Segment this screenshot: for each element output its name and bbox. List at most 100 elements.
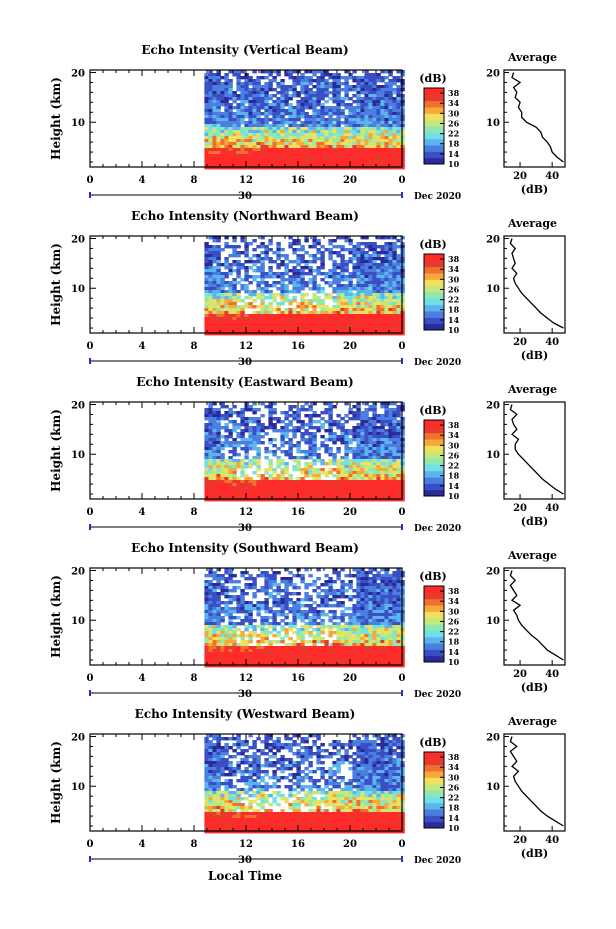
heatmap-cell: [392, 245, 397, 249]
heatmap-cell: [324, 166, 329, 170]
heatmap-cell: [360, 76, 365, 80]
heatmap-cell: [292, 248, 297, 252]
heatmap-cell: [264, 329, 269, 333]
heatmap-cell: [380, 471, 385, 475]
heatmap-cell: [224, 441, 229, 445]
heatmap-cell: [392, 498, 397, 502]
heatmap-cell: [364, 115, 369, 119]
heatmap-cell: [332, 420, 337, 424]
heatmap-cell: [292, 124, 297, 128]
heatmap-cell: [332, 154, 337, 158]
heatmap-cell: [216, 483, 221, 487]
heatmap-cell: [220, 145, 225, 149]
heatmap-cell: [304, 462, 309, 466]
heatmap-cell: [248, 136, 253, 140]
heatmap-cell: [208, 263, 213, 267]
heatmap-cell: [260, 160, 265, 164]
heatmap-cell: [368, 260, 373, 264]
heatmap-cell: [252, 133, 257, 137]
heatmap-cell: [212, 417, 217, 421]
heatmap-cell: [304, 154, 309, 158]
heatmap-cell: [296, 112, 301, 116]
profile-frame: [503, 235, 566, 334]
heatmap-cell: [376, 601, 381, 605]
heatmap-cell: [244, 326, 249, 330]
heatmap-cell: [288, 94, 293, 98]
heatmap-cell: [232, 70, 237, 74]
heatmap-cell: [256, 450, 261, 454]
heatmap-cell: [352, 130, 357, 134]
heatmap-cell: [376, 414, 381, 418]
heatmap-cell: [328, 483, 333, 487]
heatmap-cell: [220, 444, 225, 448]
heatmap-cell: [308, 154, 313, 158]
heatmap-cell: [384, 320, 389, 324]
heatmap-cell: [240, 314, 245, 318]
heatmap-cell: [232, 251, 237, 255]
heatmap-cell: [332, 112, 337, 116]
heatmap-cell: [260, 574, 265, 578]
heatmap-cell: [368, 136, 373, 140]
heatmap-cell: [392, 586, 397, 590]
heatmap-cell: [312, 498, 317, 502]
heatmap-cell: [388, 592, 393, 596]
heatmap-cell: [388, 251, 393, 255]
heatmap-cell: [368, 272, 373, 276]
heatmap-cell: [284, 432, 289, 436]
heatmap-cell: [368, 97, 373, 101]
heatmap-cell: [356, 498, 361, 502]
heatmap-cell: [240, 239, 245, 243]
heatmap-cell: [364, 269, 369, 273]
heatmap-cell: [380, 477, 385, 481]
heatmap-cell: [236, 254, 241, 258]
heatmap-cell: [312, 142, 317, 146]
heatmap-cell: [232, 106, 237, 110]
heatmap-cell: [236, 480, 241, 484]
heatmap-cell: [300, 468, 305, 472]
heatmap-cell: [340, 604, 345, 608]
heatmap-cell: [220, 456, 225, 460]
heatmap-cell: [224, 580, 229, 584]
heatmap-cell: [376, 302, 381, 306]
heatmap-cell: [240, 320, 245, 324]
heatmap-cell: [292, 88, 297, 92]
heatmap-cell: [308, 604, 313, 608]
heatmap-cell: [220, 272, 225, 276]
heatmap-cell: [344, 130, 349, 134]
heatmap-cell: [220, 332, 225, 336]
heatmap-cell: [260, 100, 265, 104]
heatmap-cell: [328, 109, 333, 113]
heatmap-cell: [388, 462, 393, 466]
heatmap-cell: [288, 438, 293, 442]
heatmap-cell: [248, 91, 253, 95]
heatmap-cell: [312, 166, 317, 170]
heatmap-cell: [204, 260, 209, 264]
heatmap-cell: [316, 480, 321, 484]
heatmap-cell: [332, 157, 337, 161]
heatmap-cell: [316, 85, 321, 89]
heatmap-cell: [228, 124, 233, 128]
heatmap-cell: [256, 417, 261, 421]
heatmap-cell: [384, 465, 389, 469]
heatmap-cell: [244, 296, 249, 300]
heatmap-cell: [208, 157, 213, 161]
heatmap-cell: [208, 592, 213, 596]
heatmap-cell: [360, 417, 365, 421]
heatmap-cell: [204, 320, 209, 324]
heatmap-cell: [232, 236, 237, 240]
heatmap-cell: [312, 402, 317, 406]
heatmap-cell: [396, 284, 401, 288]
heatmap-cell: [348, 145, 353, 149]
heatmap-cell: [204, 139, 209, 143]
heatmap-cell: [364, 97, 369, 101]
heatmap-cell: [224, 142, 229, 146]
heatmap-cell: [272, 604, 277, 608]
heatmap-cell: [380, 136, 385, 140]
heatmap-cell: [260, 429, 265, 433]
heatmap-cell: [384, 471, 389, 475]
heatmap-cell: [332, 272, 337, 276]
heatmap-cell: [348, 157, 353, 161]
heatmap-cell: [392, 82, 397, 86]
heatmap-cell: [204, 435, 209, 439]
heatmap-cell: [368, 568, 373, 572]
